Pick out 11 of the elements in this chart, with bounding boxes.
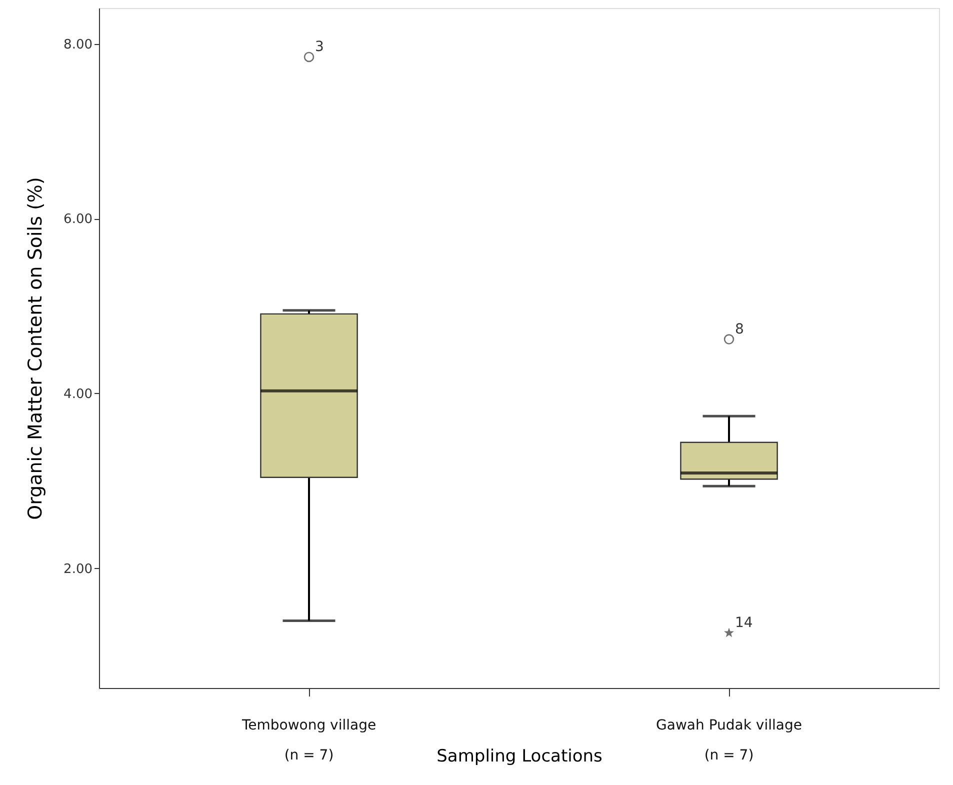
x-tick-label: Tembowong village (n = 7) [240, 718, 376, 764]
y-tick-label: 4.00 [64, 386, 92, 402]
annotation: 3 [315, 38, 324, 55]
y-tick-label: 2.00 [64, 562, 92, 577]
y-axis-title: Organic Matter Content on Soils (%) [24, 177, 47, 520]
y-tick-label: 8.00 [64, 37, 92, 52]
x-axis-title: Sampling Locations [436, 746, 603, 766]
x-tick-label: Gawah Pudak village (n = 7) [656, 718, 802, 764]
annotation: 8 [735, 321, 744, 338]
annotation: 14 [735, 614, 753, 631]
y-tick-label: 6.00 [64, 212, 92, 228]
